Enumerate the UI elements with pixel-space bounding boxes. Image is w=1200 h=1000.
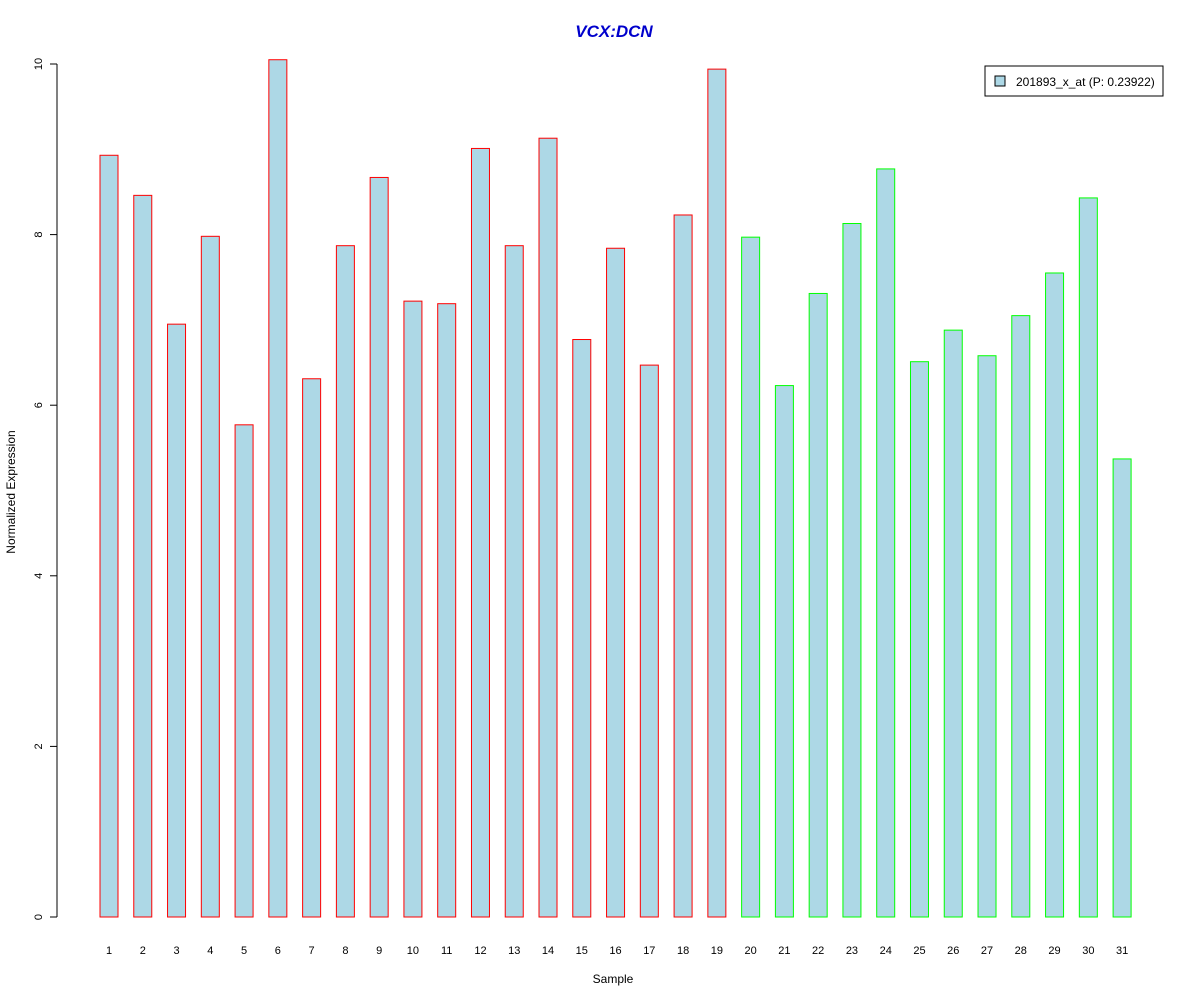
y-axis-label: Normalized Expression [4, 430, 18, 553]
x-tick-label: 8 [342, 945, 348, 957]
x-tick-label: 28 [1015, 945, 1027, 957]
bar-sample-23 [842, 223, 862, 918]
x-tick-label: 25 [913, 945, 925, 957]
x-tick-label: 18 [677, 945, 689, 957]
x-tick-label: 22 [812, 945, 824, 957]
bar-sample-10 [403, 300, 423, 918]
bar-sample-17 [639, 364, 659, 918]
x-tick-label: 26 [947, 945, 959, 957]
bar-sample-6 [268, 59, 288, 918]
x-tick-label: 16 [609, 945, 621, 957]
x-tick-label: 3 [173, 945, 179, 957]
x-tick-label: 30 [1082, 945, 1094, 957]
x-tick-labels: 1 2 3 4 5 6 7 8 9 10 11 12 13 14 15 16 17 18 19 20 21 22 23 24 2… [106, 945, 1128, 957]
bar-sample-1 [99, 154, 119, 918]
x-tick-label: 12 [474, 945, 486, 957]
bar-sample-2 [133, 194, 153, 918]
bar-sample-5 [234, 424, 254, 918]
y-tick-label: 2 [33, 743, 45, 749]
legend: 201893_x_at (P: 0.23922) [984, 65, 1164, 97]
bar-sample-20 [741, 236, 761, 918]
x-tick-label: 14 [542, 945, 554, 957]
x-tick-label: 9 [376, 945, 382, 957]
x-tick-label: 5 [241, 945, 247, 957]
bar-sample-21 [774, 385, 794, 918]
y-tick-label: 4 [33, 573, 45, 579]
bar-sample-27 [977, 355, 997, 918]
bar-sample-9 [369, 176, 389, 918]
bar-sample-30 [1078, 197, 1098, 918]
bar-sample-26 [943, 329, 963, 918]
x-tick-label: 17 [643, 945, 655, 957]
bar-sample-12 [470, 147, 490, 918]
legend-label: 201893_x_at (P: 0.23922) [1016, 75, 1155, 89]
y-tick-label: 6 [33, 402, 45, 408]
x-tick-label: 7 [309, 945, 315, 957]
x-tick-label: 13 [508, 945, 520, 957]
bar-sample-22 [808, 292, 828, 918]
x-tick-label: 24 [880, 945, 892, 957]
legend-swatch [994, 75, 1006, 87]
bar-sample-29 [1045, 272, 1065, 918]
x-tick-label: 31 [1116, 945, 1128, 957]
legend-box [984, 65, 1164, 97]
x-tick-label: 20 [745, 945, 757, 957]
bar-sample-7 [302, 378, 322, 918]
bar-sample-11 [437, 303, 457, 918]
bar-sample-16 [606, 247, 626, 918]
chart-title: VCX:DCN [575, 22, 653, 41]
bar-sample-24 [876, 168, 896, 918]
x-tick-label: 11 [441, 945, 452, 957]
bar-sample-3 [167, 323, 187, 918]
bar-sample-18 [673, 214, 693, 918]
x-tick-label: 6 [275, 945, 281, 957]
x-tick-label: 23 [846, 945, 858, 957]
x-tick-label: 29 [1048, 945, 1060, 957]
bar-sample-19 [707, 68, 727, 918]
x-tick-label: 21 [778, 945, 790, 957]
y-tick-label: 0 [33, 914, 45, 920]
x-tick-label: 2 [140, 945, 146, 957]
bar-sample-13 [504, 245, 524, 918]
y-tick-label: 10 [33, 58, 45, 70]
x-tick-label: 4 [207, 945, 213, 957]
x-tick-label: 15 [576, 945, 588, 957]
bar-sample-25 [909, 361, 929, 918]
bar-sample-15 [572, 339, 592, 918]
x-tick-label: 1 [106, 945, 112, 957]
x-tick-label: 10 [407, 945, 419, 957]
bar-sample-4 [200, 235, 220, 918]
y-tick-label: 8 [33, 232, 45, 238]
bar-sample-31 [1112, 458, 1132, 918]
x-tick-label: 27 [981, 945, 993, 957]
bars-group [99, 59, 1132, 918]
bar-sample-28 [1011, 315, 1031, 918]
bar-sample-14 [538, 137, 558, 918]
bar-sample-8 [335, 245, 355, 918]
x-axis-label: Sample [593, 972, 634, 986]
x-tick-label: 19 [711, 945, 723, 957]
y-axis: 0 2 4 6 8 10 [33, 58, 58, 920]
